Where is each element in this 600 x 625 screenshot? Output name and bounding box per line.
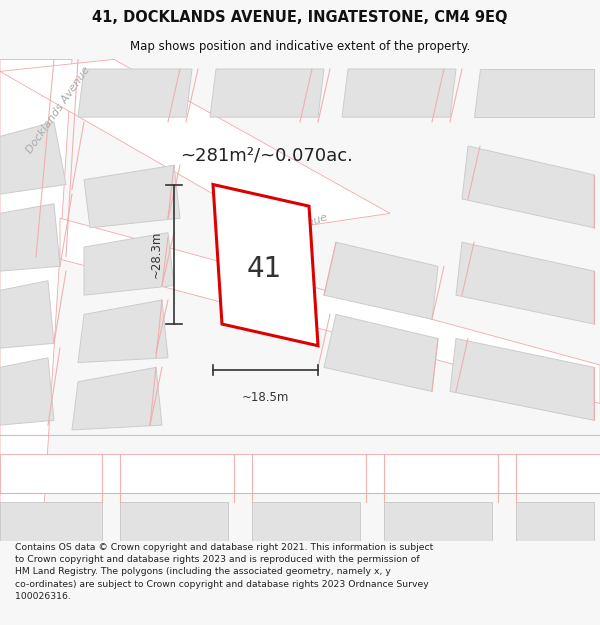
Text: 41, DOCKLANDS AVENUE, INGATESTONE, CM4 9EQ: 41, DOCKLANDS AVENUE, INGATESTONE, CM4 9… <box>92 10 508 25</box>
Text: Docklands Avenue: Docklands Avenue <box>24 65 91 156</box>
Polygon shape <box>0 502 102 541</box>
Polygon shape <box>474 69 594 117</box>
Polygon shape <box>120 502 228 541</box>
Polygon shape <box>0 59 390 230</box>
Polygon shape <box>84 165 180 228</box>
Polygon shape <box>0 454 600 493</box>
Text: Map shows position and indicative extent of the property.: Map shows position and indicative extent… <box>130 40 470 52</box>
Text: ~28.3m: ~28.3m <box>150 231 163 278</box>
Polygon shape <box>324 242 438 319</box>
Polygon shape <box>0 357 54 425</box>
Polygon shape <box>0 59 72 541</box>
Polygon shape <box>450 339 594 420</box>
Polygon shape <box>0 122 66 194</box>
Polygon shape <box>213 184 318 346</box>
Text: Contains OS data © Crown copyright and database right 2021. This information is : Contains OS data © Crown copyright and d… <box>15 543 433 601</box>
Polygon shape <box>78 300 168 362</box>
Text: Docklands Avenue: Docklands Avenue <box>228 212 329 257</box>
Polygon shape <box>60 218 600 404</box>
Polygon shape <box>78 69 192 117</box>
Polygon shape <box>210 69 324 117</box>
Polygon shape <box>0 204 60 271</box>
Polygon shape <box>342 69 456 117</box>
Polygon shape <box>0 281 54 348</box>
Text: ~281m²/~0.070ac.: ~281m²/~0.070ac. <box>180 147 353 164</box>
Text: ~18.5m: ~18.5m <box>242 391 289 404</box>
Polygon shape <box>252 502 360 541</box>
Polygon shape <box>384 502 492 541</box>
Polygon shape <box>462 146 594 228</box>
Polygon shape <box>516 502 594 541</box>
Polygon shape <box>84 232 174 295</box>
Polygon shape <box>456 242 594 324</box>
Polygon shape <box>324 314 438 391</box>
Polygon shape <box>72 368 162 430</box>
Text: 41: 41 <box>247 255 281 282</box>
